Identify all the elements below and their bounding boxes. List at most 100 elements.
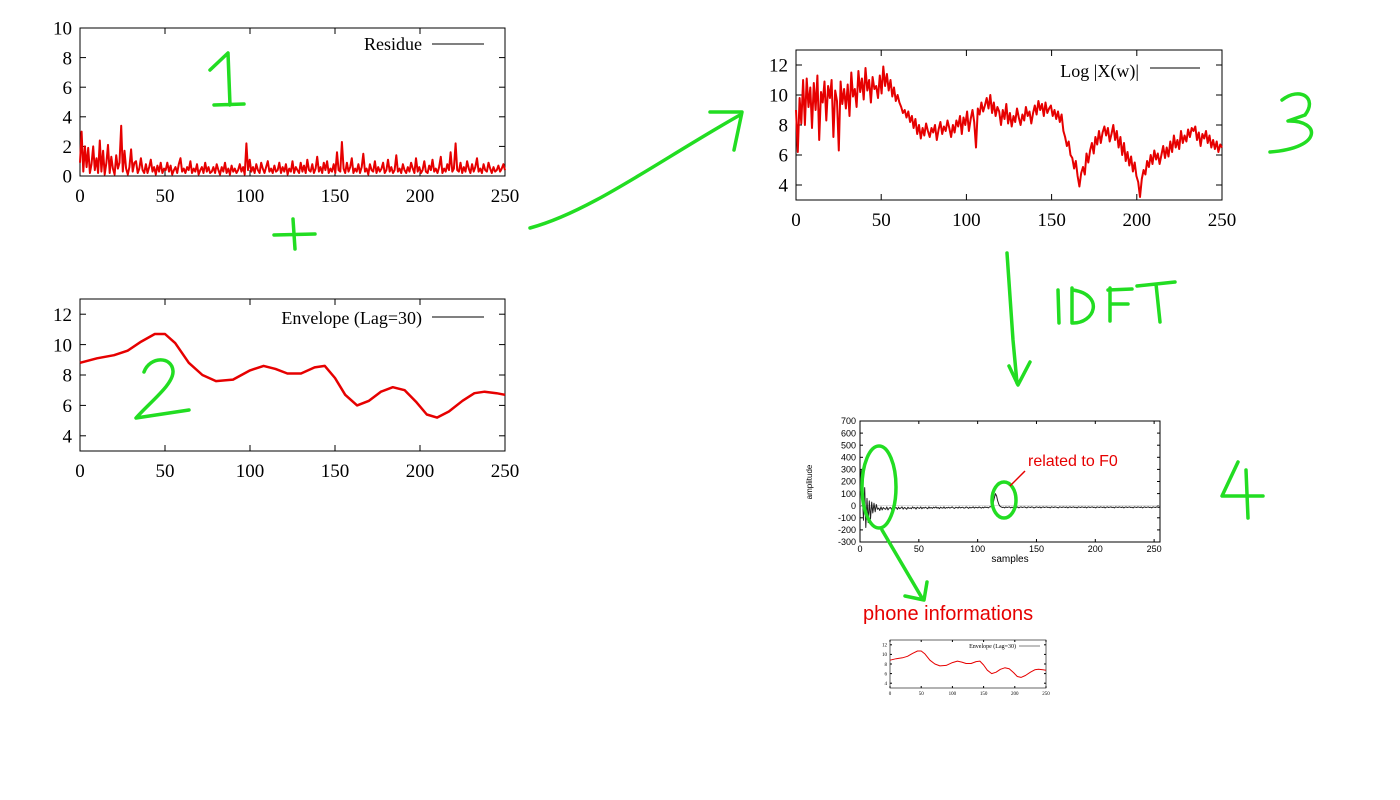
step-3-glyph bbox=[1268, 92, 1314, 154]
x-tick-label: 250 bbox=[1042, 692, 1050, 697]
y-axis-label: amplitude bbox=[805, 464, 814, 499]
y-tick-label: 12 bbox=[882, 644, 888, 649]
y-tick-label: -300 bbox=[838, 537, 856, 547]
x-axis: 0 50 100 150 200 250 bbox=[75, 28, 519, 207]
legend-label: Envelope (Lag=30) bbox=[281, 308, 422, 329]
plot-frame bbox=[79, 27, 506, 177]
x-tick-label: 0 bbox=[791, 210, 801, 231]
x-axis: 0 50 100 150 200 250 bbox=[791, 50, 1236, 231]
x-axis-label: samples bbox=[991, 554, 1028, 565]
y-tick-label: 300 bbox=[841, 465, 856, 475]
y-tick-label: 12 bbox=[769, 56, 788, 77]
y-tick-label: 10 bbox=[53, 19, 72, 40]
f0-pointer-line bbox=[1009, 470, 1026, 487]
y-tick-label: 10 bbox=[882, 653, 888, 658]
y-axis: 0 2 4 6 8 10 bbox=[53, 19, 505, 188]
cepstrum-chart: 700 600 500 400 300 200 100 0 -100 -200 -300 0 50 10… bbox=[805, 416, 1162, 565]
x-tick-label: 150 bbox=[321, 186, 350, 207]
x-tick-label: 0 bbox=[75, 461, 85, 482]
x-tick-label: 100 bbox=[970, 544, 985, 554]
x-tick-label: 100 bbox=[952, 210, 981, 231]
arrowhead-to-log-spectrum bbox=[708, 110, 744, 152]
y-tick-label: 10 bbox=[53, 335, 72, 356]
envelope-thumbnail-chart: 4 6 8 10 12 0 50 100 150 200 250 Envelope (Lag=30… bbox=[882, 639, 1050, 697]
idft-arrowhead bbox=[1007, 360, 1032, 387]
x-tick-label: 100 bbox=[236, 186, 265, 207]
y-tick-label: 4 bbox=[885, 682, 888, 687]
x-tick-label: 200 bbox=[1123, 210, 1152, 231]
y-tick-label: 10 bbox=[769, 86, 788, 107]
low-quefrency-circle bbox=[860, 444, 898, 530]
y-tick-label: 2 bbox=[63, 137, 73, 158]
x-tick-label: 150 bbox=[1037, 210, 1066, 231]
envelope-thumbnail-series-line bbox=[889, 650, 1047, 678]
x-axis: 0 50 100 150 200 250 bbox=[889, 640, 1050, 697]
x-tick-label: 200 bbox=[1088, 544, 1103, 554]
x-tick-label: 100 bbox=[949, 692, 957, 697]
plot-frame bbox=[79, 298, 506, 452]
f0-peak-circle bbox=[990, 480, 1018, 520]
log-spectrum-series-line bbox=[795, 65, 1223, 198]
y-tick-label: 0 bbox=[63, 167, 73, 188]
y-axis: 4 6 8 10 12 bbox=[53, 305, 505, 447]
y-tick-label: 4 bbox=[779, 176, 789, 197]
y-tick-label: 8 bbox=[885, 663, 888, 668]
y-tick-label: 100 bbox=[841, 489, 856, 499]
idft-label-glyph bbox=[1056, 280, 1177, 325]
x-tick-label: 150 bbox=[1029, 544, 1044, 554]
x-axis: 0 50 100 150 200 250 bbox=[75, 299, 519, 482]
arrow-to-log-spectrum bbox=[528, 113, 742, 230]
x-axis: 0 50 100 150 200 250 bbox=[857, 421, 1162, 554]
phone-info-arrow bbox=[880, 528, 924, 600]
x-tick-label: 150 bbox=[980, 692, 988, 697]
y-tick-label: 6 bbox=[63, 78, 73, 99]
y-tick-label: 500 bbox=[841, 440, 856, 450]
x-tick-label: 100 bbox=[236, 461, 265, 482]
y-tick-label: 700 bbox=[841, 416, 856, 426]
log-spectrum-chart: 4 6 8 10 12 0 50 100 150 200 250 Log |X(w)| bbox=[769, 49, 1236, 231]
plot-frame bbox=[795, 49, 1223, 201]
y-tick-label: 600 bbox=[841, 428, 856, 438]
x-tick-label: 250 bbox=[1208, 210, 1237, 231]
x-tick-label: 200 bbox=[406, 186, 435, 207]
envelope-chart: 4 6 8 10 12 0 50 100 150 200 250 Envelope (Lag=30… bbox=[53, 298, 519, 482]
y-tick-label: 400 bbox=[841, 452, 856, 462]
legend-label: Residue bbox=[364, 34, 422, 54]
plus-glyph bbox=[272, 217, 317, 251]
x-tick-label: 50 bbox=[919, 692, 925, 697]
y-tick-label: 6 bbox=[63, 396, 73, 417]
y-tick-label: 6 bbox=[885, 672, 888, 677]
y-tick-label: 4 bbox=[63, 107, 73, 128]
y-tick-label: 8 bbox=[779, 116, 789, 137]
y-tick-label: 8 bbox=[63, 48, 73, 69]
phone-info-arrowhead bbox=[903, 580, 929, 602]
x-tick-label: 150 bbox=[321, 461, 350, 482]
x-tick-label: 200 bbox=[406, 461, 435, 482]
y-axis: 4 6 8 10 12 bbox=[882, 644, 1046, 687]
residue-series-line bbox=[79, 124, 506, 176]
x-tick-label: 50 bbox=[156, 186, 175, 207]
x-tick-label: 250 bbox=[491, 186, 520, 207]
cepstrum-series-line bbox=[859, 468, 1161, 528]
y-tick-label: -100 bbox=[838, 513, 856, 523]
x-tick-label: 250 bbox=[491, 461, 520, 482]
x-tick-label: 0 bbox=[857, 544, 862, 554]
step-2-glyph bbox=[134, 358, 191, 420]
y-tick-label: 8 bbox=[63, 366, 73, 387]
legend-label: Log |X(w)| bbox=[1060, 61, 1139, 82]
y-tick-label: 4 bbox=[63, 426, 73, 447]
y-tick-label: -200 bbox=[838, 525, 856, 535]
y-tick-label: 6 bbox=[779, 146, 789, 167]
step-1-glyph bbox=[208, 51, 246, 107]
x-tick-label: 50 bbox=[872, 210, 891, 231]
y-tick-label: 200 bbox=[841, 477, 856, 487]
step-4-glyph bbox=[1220, 460, 1265, 520]
x-tick-label: 0 bbox=[889, 692, 892, 697]
residue-chart: 0 2 4 6 8 10 0 50 100 150 200 250 Residue bbox=[53, 19, 519, 207]
y-axis: 700 600 500 400 300 200 100 0 -100 -200 -300 bbox=[838, 416, 1160, 547]
y-tick-label: 12 bbox=[53, 305, 72, 326]
x-tick-label: 250 bbox=[1147, 544, 1162, 554]
y-tick-label: 0 bbox=[851, 501, 856, 511]
phone-info-label: phone informations bbox=[863, 603, 1033, 625]
